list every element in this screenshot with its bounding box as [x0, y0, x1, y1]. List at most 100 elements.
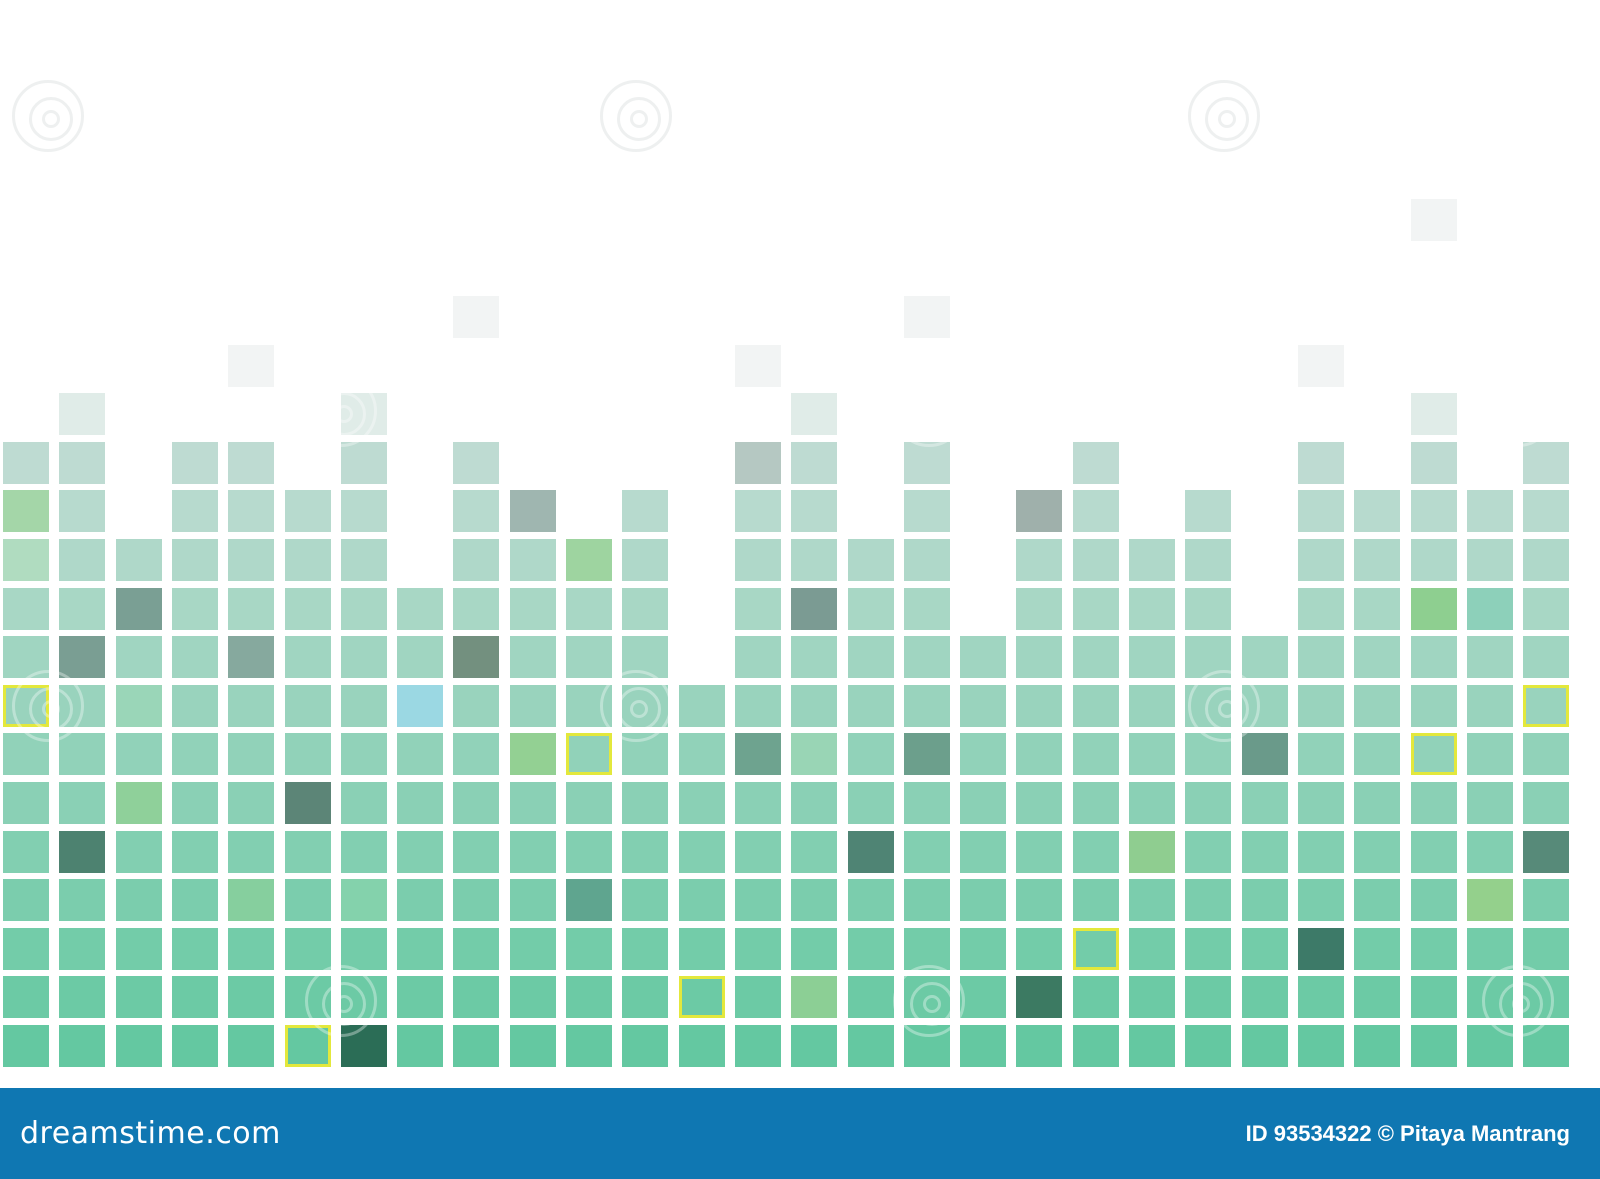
- mosaic-tile: [59, 393, 106, 436]
- mosaic-tile: [960, 733, 1007, 776]
- mosaic-tile: [622, 587, 669, 630]
- mosaic-tile: [171, 733, 218, 776]
- mosaic-tile: [453, 539, 500, 581]
- mosaic-tile: [59, 927, 106, 970]
- mosaic-tile: [847, 636, 894, 679]
- mosaic-tile: [115, 1025, 162, 1067]
- mosaic-tile: [1072, 636, 1119, 679]
- mosaic-tile: [1297, 1025, 1344, 1067]
- mosaic-tile: [734, 441, 781, 484]
- mosaic-tile: [453, 879, 500, 922]
- mosaic-tile: [284, 733, 331, 776]
- mosaic-tile: [453, 782, 500, 824]
- mosaic-tile: [734, 830, 781, 873]
- mosaic-tile: [171, 782, 218, 824]
- mosaic-tile: [340, 782, 387, 824]
- mosaic-tile: [1072, 684, 1119, 727]
- mosaic-tile: [566, 1025, 612, 1067]
- mosaic-tile: [791, 684, 838, 727]
- mosaic-tile: [3, 976, 49, 1019]
- mosaic-tile: [678, 733, 725, 776]
- mosaic-tile: [1410, 879, 1457, 922]
- mosaic-tile: [284, 976, 331, 1019]
- mosaic-tile: [791, 587, 838, 630]
- mosaic-tile: [678, 879, 725, 922]
- mosaic-ghost-tile: [734, 344, 781, 387]
- mosaic-tile: [903, 636, 950, 679]
- mosaic-tile: [3, 1025, 49, 1067]
- mosaic-tile: [1241, 927, 1288, 970]
- mosaic-tile: [397, 976, 444, 1019]
- mosaic-tile: [115, 879, 162, 922]
- mosaic-tile: [509, 490, 556, 533]
- mosaic-tile: [1129, 927, 1175, 970]
- mosaic-tile: [791, 782, 838, 824]
- mosaic-tile: [115, 636, 162, 679]
- mosaic-tile: [453, 976, 500, 1019]
- mosaic-tile: [903, 782, 950, 824]
- mosaic-tile: [171, 976, 218, 1019]
- mosaic-tile: [1354, 927, 1401, 970]
- mosaic-tile: [1466, 539, 1513, 581]
- mosaic-tile: [340, 393, 387, 436]
- mosaic-tile: [115, 830, 162, 873]
- mosaic-tile: [1241, 782, 1288, 824]
- mosaic-tile: [1072, 539, 1119, 581]
- mosaic-tile: [1016, 782, 1063, 824]
- mosaic-ghost-tile: [453, 296, 500, 338]
- mosaic-tile: [903, 587, 950, 630]
- mosaic-tile: [1129, 587, 1175, 630]
- mosaic-tile: [1185, 927, 1232, 970]
- mosaic-tile: [1016, 976, 1063, 1019]
- mosaic-tile: [1016, 636, 1063, 679]
- mosaic-tile: [509, 684, 556, 727]
- mosaic-tile: [340, 684, 387, 727]
- mosaic-tile: [1410, 782, 1457, 824]
- mosaic-tile: [1185, 976, 1232, 1019]
- mosaic-tile: [960, 879, 1007, 922]
- mosaic-tile: [791, 927, 838, 970]
- mosaic-tile: [397, 830, 444, 873]
- mosaic-tile: [59, 733, 106, 776]
- mosaic-tile: [1297, 539, 1344, 581]
- watermark-spiral-icon: [1188, 80, 1260, 152]
- mosaic-tile: [340, 587, 387, 630]
- mosaic-tile: [1410, 393, 1457, 436]
- mosaic-tile: [1016, 879, 1063, 922]
- mosaic-tile: [1241, 976, 1288, 1019]
- mosaic-tile: [734, 587, 781, 630]
- mosaic-tile: [1297, 879, 1344, 922]
- mosaic-tile: [1129, 539, 1175, 581]
- mosaic-tile: [453, 490, 500, 533]
- mosaic-tile: [1523, 927, 1570, 970]
- mosaic-tile: [228, 539, 275, 581]
- watermark-spiral-icon: [12, 80, 84, 152]
- mosaic-tile: [791, 879, 838, 922]
- mosaic-tile: [903, 733, 950, 776]
- mosaic-tile: [340, 636, 387, 679]
- mosaic-tile: [1072, 587, 1119, 630]
- mosaic-tile: [3, 733, 49, 776]
- mosaic-tile: [1072, 441, 1119, 484]
- mosaic-tile: [1410, 976, 1457, 1019]
- mosaic-tile: [960, 830, 1007, 873]
- mosaic-tile: [59, 830, 106, 873]
- mosaic-tile: [115, 539, 162, 581]
- mosaic-tile: [1466, 976, 1513, 1019]
- mosaic-tile: [1354, 830, 1401, 873]
- mosaic-tile: [228, 490, 275, 533]
- mosaic-tile: [3, 636, 49, 679]
- mosaic-tile: [59, 1025, 106, 1067]
- mosaic-tile: [1297, 490, 1344, 533]
- mosaic-tile: [3, 587, 49, 630]
- mosaic-tile: [115, 782, 162, 824]
- mosaic-tile: [340, 441, 387, 484]
- mosaic-tile: [228, 684, 275, 727]
- mosaic-tile: [1129, 782, 1175, 824]
- mosaic-tile: [115, 927, 162, 970]
- mosaic-tile: [960, 927, 1007, 970]
- mosaic-tile: [1523, 879, 1570, 922]
- mosaic-tile: [3, 684, 49, 727]
- mosaic-tile: [903, 1025, 950, 1067]
- stock-site-logo: dreamstime.com: [20, 1116, 281, 1151]
